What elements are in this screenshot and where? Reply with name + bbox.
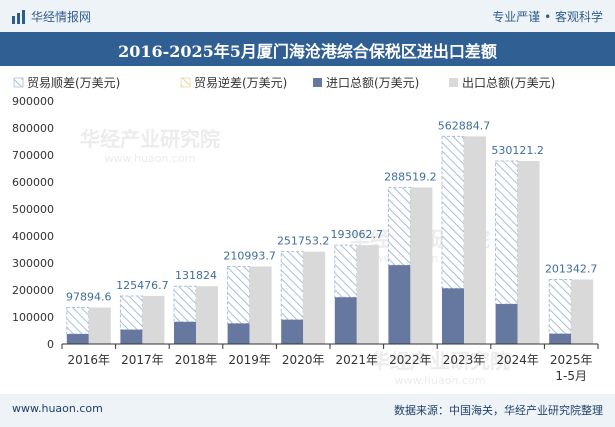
export-bar xyxy=(142,295,165,344)
legend-label: 进口总额(万美元) xyxy=(326,76,419,90)
x-tick-label: 2025年 xyxy=(550,353,593,367)
x-tick-label: 2016年 xyxy=(68,353,111,367)
export-bar xyxy=(464,136,486,344)
data-label: 193062.7 xyxy=(331,228,384,241)
export-bar xyxy=(303,251,326,344)
import-bar xyxy=(549,333,572,344)
legend-label: 贸易顺差(万美元) xyxy=(27,76,120,90)
x-tick-label: 2024年 xyxy=(496,353,539,367)
surplus-bar xyxy=(119,295,143,331)
huajing-logo-icon xyxy=(12,9,25,24)
watermark-text: 华经产业研究院 xyxy=(80,127,220,151)
export-bar xyxy=(571,279,594,344)
data-label: 251753.2 xyxy=(277,235,330,248)
x-tick-label: 2020年 xyxy=(282,353,325,367)
import-bar xyxy=(281,319,304,344)
y-tick-label: 200000 xyxy=(12,284,54,297)
export-bar xyxy=(356,245,379,344)
surplus-bar xyxy=(387,186,411,266)
legend-label: 出口总额(万美元) xyxy=(462,76,555,90)
surplus-bar xyxy=(334,244,358,298)
export-bar xyxy=(517,160,540,344)
import-bar xyxy=(495,304,518,344)
top-bar xyxy=(0,0,615,32)
data-label: 562884.7 xyxy=(438,119,491,132)
x-tick-label: 2019年 xyxy=(228,353,271,367)
chart: 华经产业研究院www.huaon.com华经产业研究院www.huaon.com… xyxy=(12,75,599,387)
surplus-bar xyxy=(441,135,465,289)
x-tick-sublabel: 1-5月 xyxy=(555,369,587,383)
footer-source: 数据来源：中国海关，华经产业研究院整理 xyxy=(394,404,603,417)
x-tick-label: 2023年 xyxy=(443,353,486,367)
y-axis: 0 100000 200000 300000 400000 500000 600000 700… xyxy=(12,95,54,351)
data-label: 210993.7 xyxy=(223,250,276,263)
import-bar xyxy=(174,321,196,344)
y-tick-label: 0 xyxy=(47,338,54,351)
legend-swatch xyxy=(13,77,24,88)
data-label: 201342.7 xyxy=(545,262,598,275)
data-label: 97894.6 xyxy=(66,291,112,304)
y-tick-label: 300000 xyxy=(12,257,54,270)
export-bar xyxy=(88,307,111,344)
x-tick-label: 2021年 xyxy=(336,353,379,367)
import-bar xyxy=(388,265,411,344)
x-axis: 2016年 2017年 2018年 2019年 2020年 2021年 2022年 2023年… xyxy=(61,343,599,383)
legend: 贸易顺差(万美元) 贸易逆差(万美元) 进口总额(万美元) 出口总额(万美元) xyxy=(13,75,555,90)
y-tick-label: 100000 xyxy=(12,311,54,324)
surplus-bar xyxy=(495,160,519,305)
watermark-url: www.huaon.com xyxy=(105,152,196,165)
export-bar xyxy=(196,286,218,344)
surplus-bar xyxy=(227,266,251,324)
y-tick-label: 700000 xyxy=(12,149,54,162)
y-tick-label: 400000 xyxy=(12,230,54,243)
import-bar xyxy=(334,297,357,344)
export-bar xyxy=(410,187,433,344)
import-bar xyxy=(442,288,464,344)
y-tick-label: 800000 xyxy=(12,122,54,135)
tagline: 专业严谨 • 客观科学 xyxy=(492,10,603,24)
y-tick-label: 600000 xyxy=(12,176,54,189)
import-bar xyxy=(66,334,89,344)
x-tick-label: 2017年 xyxy=(121,353,164,367)
surplus-bar xyxy=(280,251,304,321)
import-bar xyxy=(227,323,250,344)
surplus-bar xyxy=(548,278,572,335)
legend-swatch xyxy=(313,78,322,87)
y-tick-label: 900000 xyxy=(12,95,54,108)
watermark-text: 华经产业研究院 xyxy=(370,349,510,373)
title-bar xyxy=(0,32,615,66)
y-tick-label: 500000 xyxy=(12,203,54,216)
export-bar xyxy=(249,266,272,344)
x-tick-label: 2018年 xyxy=(175,353,218,367)
data-label: 125476.7 xyxy=(116,279,169,292)
brand: 华经情报网 xyxy=(12,8,91,25)
surplus-bar xyxy=(66,307,90,335)
legend-swatch xyxy=(180,77,191,88)
x-tick-label: 2022年 xyxy=(389,353,432,367)
legend-swatch xyxy=(449,78,458,87)
brand-name: 华经情报网 xyxy=(31,10,92,24)
data-label: 131824 xyxy=(175,269,217,282)
footer-bar xyxy=(0,394,615,427)
chart-title: 2016-2025年5月厦门海沧港综合保税区进出口差额 xyxy=(118,42,497,61)
import-bar xyxy=(120,329,143,344)
surplus-bar xyxy=(173,285,197,323)
watermark-url: www.huaon.com xyxy=(395,374,486,387)
data-label: 530121.2 xyxy=(491,144,544,157)
legend-label: 贸易逆差(万美元) xyxy=(194,75,287,90)
data-label: 288519.2 xyxy=(384,170,437,183)
footer-website: www.huaon.com xyxy=(12,402,103,415)
